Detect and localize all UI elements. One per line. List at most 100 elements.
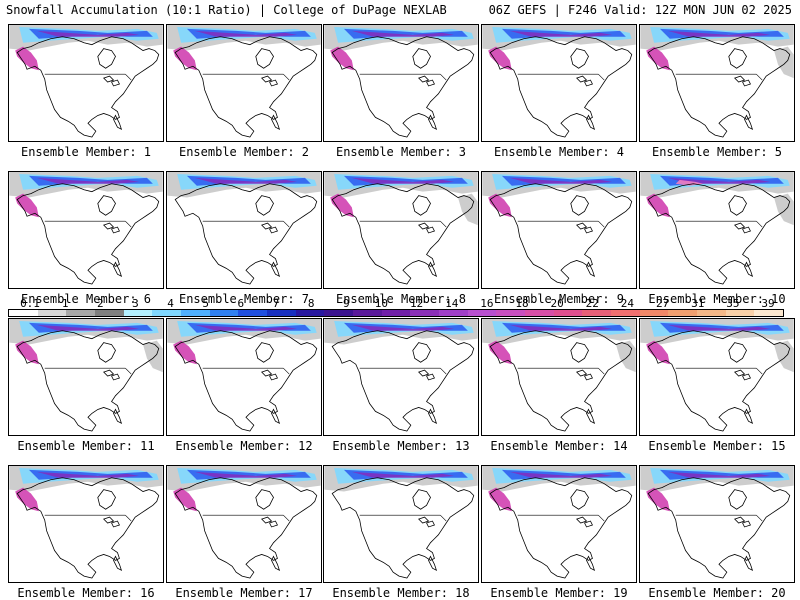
colorbar-tick-label: 22	[585, 297, 599, 310]
ensemble-member-label: Ensemble Member: 8	[335, 292, 467, 306]
hudson-bay	[570, 489, 589, 510]
ensemble-member-label: Ensemble Member: 18	[332, 586, 470, 600]
colorbar-segment	[152, 310, 182, 316]
great-lakes	[417, 369, 435, 381]
ensemble-panel-8	[323, 171, 479, 289]
great-lakes	[733, 516, 751, 528]
hudson-bay	[728, 489, 747, 510]
great-lakes	[260, 222, 278, 234]
coastline	[16, 330, 160, 432]
florida-coast	[744, 261, 754, 277]
snowfall-map-12	[167, 319, 321, 432]
colorbar-tick-label: 2	[96, 297, 104, 310]
snowfall-map-2	[167, 25, 321, 138]
snow-area	[330, 46, 354, 71]
us-canada-border	[202, 367, 290, 375]
colorbar-segment	[553, 310, 583, 316]
ensemble-member-label: Ensemble Member: 9	[493, 292, 625, 306]
great-lakes	[260, 516, 278, 528]
hudson-bay	[97, 489, 116, 510]
colorbar-segment	[582, 310, 612, 316]
us-canada-border	[517, 514, 605, 522]
ensemble-member-label: Ensemble Member: 1	[20, 145, 152, 159]
snow-area	[509, 471, 613, 478]
ensemble-member-label: Ensemble Member: 6	[20, 292, 152, 306]
snow-area	[194, 471, 298, 478]
colorbar-tick-label: 4	[167, 297, 174, 310]
coastline	[489, 330, 633, 432]
great-lakes	[575, 222, 593, 234]
hudson-bay	[97, 195, 116, 216]
ensemble-member-label: Ensemble Member: 19	[490, 586, 628, 600]
snowfall-map-15	[640, 319, 794, 432]
colorbar-segment	[668, 310, 698, 316]
snow-area	[509, 30, 613, 37]
ensemble-member-label: Ensemble Member: 5	[651, 145, 783, 159]
snowfall-map-11	[9, 319, 163, 432]
colorbar-segment	[324, 310, 354, 316]
coastline	[16, 36, 160, 138]
snow-area	[488, 340, 512, 365]
colorbar-segment	[381, 310, 411, 316]
coastline	[647, 477, 791, 579]
hudson-bay	[412, 195, 431, 216]
us-canada-border	[202, 73, 290, 81]
florida-coast	[586, 555, 596, 571]
us-canada-border	[44, 220, 132, 228]
florida-coast	[113, 408, 123, 424]
snow-area	[15, 487, 39, 512]
ensemble-member-label: Ensemble Member: 14	[490, 439, 628, 453]
snowfall-map-10	[640, 172, 794, 285]
colorbar-tick-label: 1	[61, 297, 69, 310]
ensemble-panel-1	[8, 24, 164, 142]
snow-area	[667, 471, 771, 478]
colorbar-tick-label: 6	[237, 297, 245, 310]
florida-coast	[586, 114, 596, 130]
snowfall-map-6	[9, 172, 163, 285]
hudson-bay	[255, 489, 274, 510]
us-canada-border	[675, 367, 763, 375]
colorbar-segment	[439, 310, 468, 316]
coastline	[331, 477, 475, 579]
florida-coast	[428, 114, 438, 130]
snow-area	[173, 340, 197, 365]
colorbar-tick-label: 24	[620, 297, 635, 310]
snow-area	[36, 324, 140, 331]
snow-area	[616, 340, 636, 373]
snow-area	[458, 193, 478, 226]
snowfall-map-14	[482, 319, 636, 432]
snow-area	[774, 46, 794, 79]
colorbar-tick-label: 5	[202, 297, 210, 310]
snowfall-map-3	[324, 25, 478, 138]
hudson-bay	[412, 48, 431, 69]
snow-area	[488, 193, 512, 218]
ensemble-panel-5	[639, 24, 795, 142]
ensemble-panel-19	[481, 465, 637, 583]
hudson-bay	[97, 342, 116, 363]
ensemble-member-label: Ensemble Member: 20	[648, 586, 786, 600]
snowfall-map-7	[167, 172, 321, 285]
snow-area	[351, 30, 455, 37]
snowfall-colorbar	[8, 309, 784, 317]
great-lakes	[260, 75, 278, 87]
coastline	[331, 330, 475, 432]
ensemble-panel-4	[481, 24, 637, 142]
colorbar-segment	[37, 310, 67, 316]
us-canada-border	[517, 73, 605, 81]
colorbar-segment	[697, 310, 726, 316]
coastline	[647, 330, 791, 432]
ensemble-member-label: Ensemble Member: 17	[175, 586, 313, 600]
ensemble-member-label: Ensemble Member: 13	[332, 439, 470, 453]
colorbar-tick-label: 0.1	[20, 297, 40, 310]
snow-area	[15, 193, 39, 218]
florida-coast	[586, 261, 596, 277]
us-canada-border	[44, 514, 132, 522]
snow-area	[143, 340, 163, 373]
ensemble-member-label: Ensemble Member: 10	[648, 292, 786, 306]
hudson-bay	[97, 48, 116, 69]
colorbar-tick-label: 12	[409, 297, 424, 310]
colorbar-segment	[95, 310, 124, 316]
florida-coast	[744, 114, 754, 130]
hudson-bay	[728, 342, 747, 363]
us-canada-border	[517, 367, 605, 375]
